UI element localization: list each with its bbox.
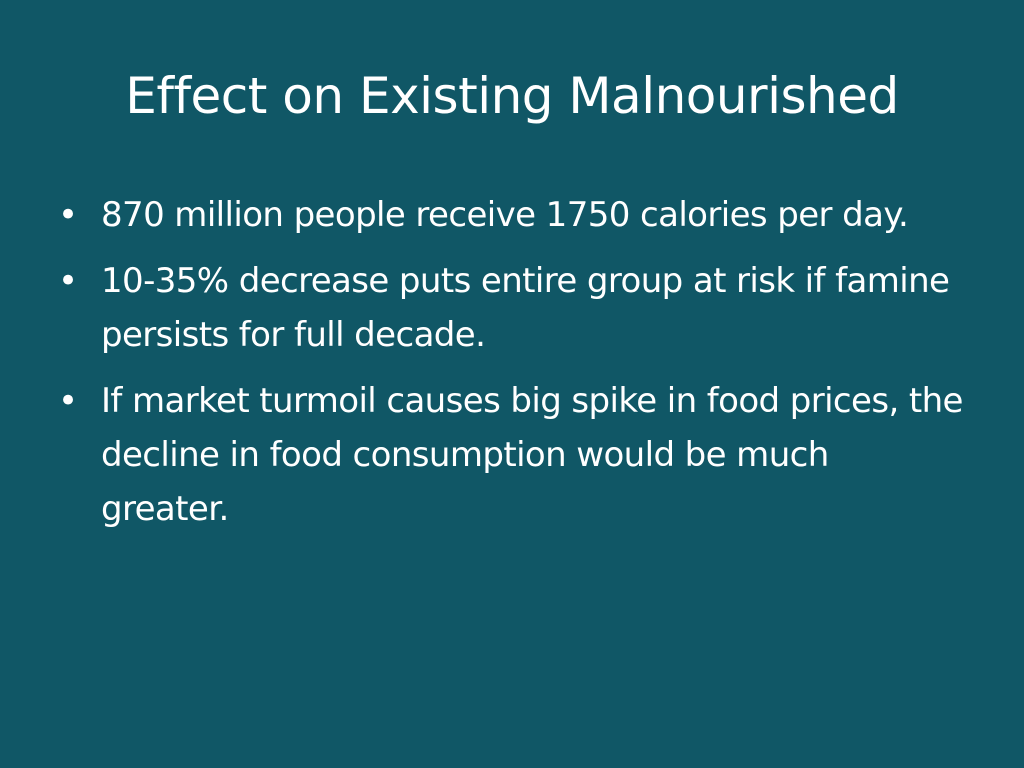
bullet: If market turmoil causes big spike in fo… bbox=[56, 374, 966, 536]
bullet-list: 870 million people receive 1750 calories… bbox=[56, 188, 966, 548]
bullet: 10-35% decrease puts entire group at ris… bbox=[56, 254, 966, 362]
bullet: 870 million people receive 1750 calories… bbox=[56, 188, 966, 242]
slide-title: Effect on Existing Malnourished bbox=[125, 67, 899, 125]
